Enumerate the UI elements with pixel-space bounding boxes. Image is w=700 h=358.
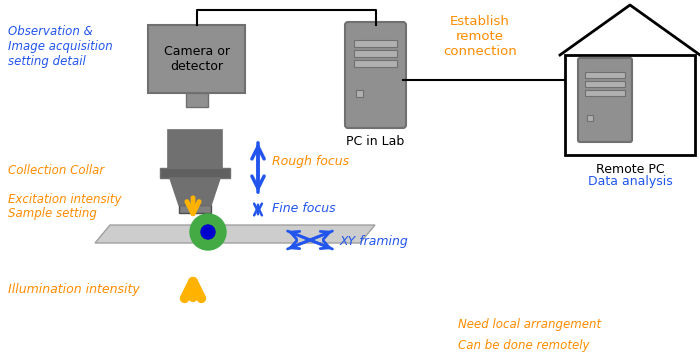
Text: Fine focus: Fine focus — [272, 202, 335, 214]
FancyBboxPatch shape — [186, 93, 207, 107]
FancyBboxPatch shape — [160, 168, 230, 178]
FancyBboxPatch shape — [179, 205, 211, 213]
FancyBboxPatch shape — [354, 50, 397, 57]
Polygon shape — [95, 225, 375, 243]
Text: Data analysis: Data analysis — [587, 175, 673, 188]
FancyBboxPatch shape — [565, 55, 695, 155]
Text: Need local arrangement
Can be done remotely: Need local arrangement Can be done remot… — [458, 318, 601, 352]
Text: Rough focus: Rough focus — [272, 155, 349, 169]
FancyBboxPatch shape — [354, 40, 397, 47]
FancyBboxPatch shape — [168, 130, 222, 168]
Polygon shape — [170, 178, 220, 205]
Text: XY framing: XY framing — [340, 236, 409, 248]
Text: Sample setting: Sample setting — [8, 208, 97, 221]
Circle shape — [190, 214, 226, 250]
Text: Observation &
Image acquisition
setting detail: Observation & Image acquisition setting … — [8, 25, 113, 68]
FancyBboxPatch shape — [148, 25, 245, 93]
FancyBboxPatch shape — [585, 72, 625, 78]
FancyBboxPatch shape — [585, 81, 625, 87]
Text: Establish
remote
connection: Establish remote connection — [443, 15, 517, 58]
FancyBboxPatch shape — [587, 115, 593, 121]
Text: Remote PC: Remote PC — [596, 163, 664, 176]
FancyBboxPatch shape — [578, 58, 632, 142]
Text: PC in Lab: PC in Lab — [346, 135, 405, 148]
Text: Illumination intensity: Illumination intensity — [8, 284, 140, 296]
Circle shape — [201, 225, 215, 239]
FancyBboxPatch shape — [356, 90, 363, 97]
FancyBboxPatch shape — [354, 60, 397, 67]
FancyBboxPatch shape — [345, 22, 406, 128]
FancyBboxPatch shape — [585, 90, 625, 96]
Text: Collection Collar: Collection Collar — [8, 164, 104, 176]
Text: Excitation intensity: Excitation intensity — [8, 194, 122, 207]
Text: Camera or
detector: Camera or detector — [164, 45, 230, 73]
